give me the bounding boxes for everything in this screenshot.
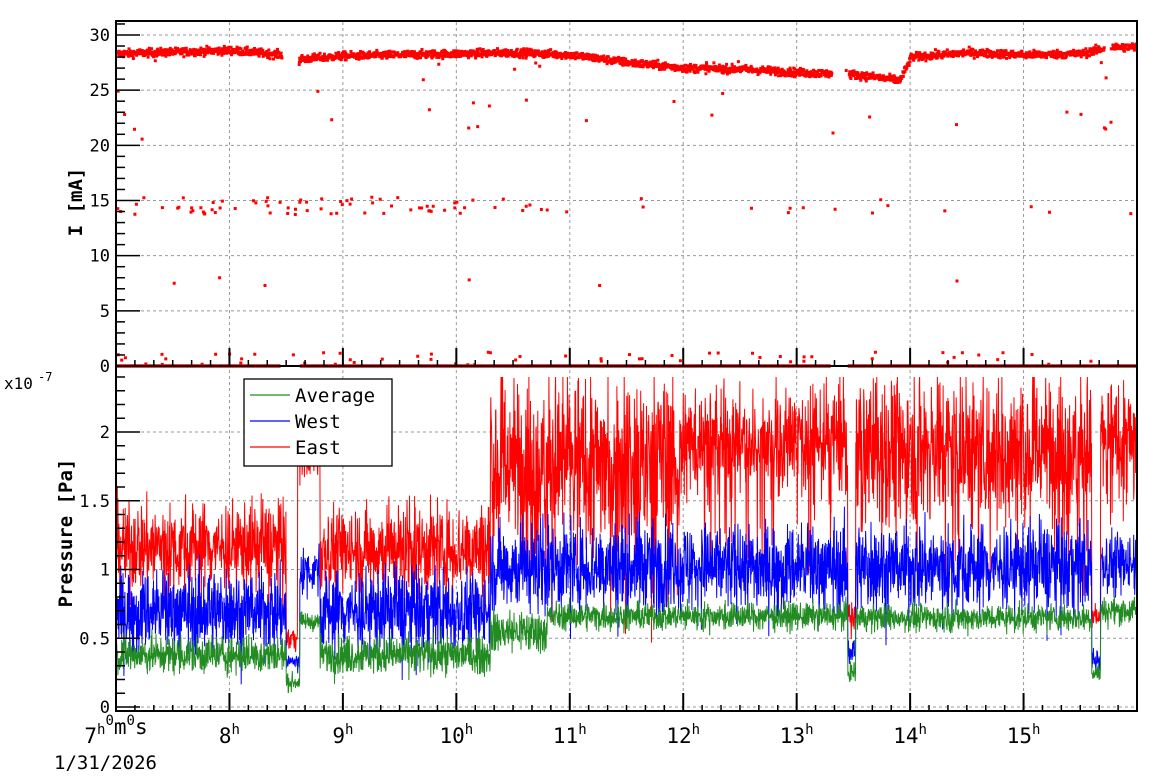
legend-entry-average: Average — [250, 385, 375, 407]
axis-ticks — [115, 23, 1138, 711]
x-tick-label: 14h — [893, 722, 927, 748]
legend-entry-west: West — [250, 411, 341, 433]
pressure-line-west — [115, 506, 1138, 685]
current-y-tick-label: 15 — [90, 192, 110, 212]
pressure-line-average — [115, 595, 1138, 694]
legend: Average West East — [243, 378, 393, 467]
exponent-power: -7 — [38, 370, 52, 384]
current-plot-frame — [115, 20, 1138, 367]
current-y-tick-label: 5 — [100, 302, 110, 322]
exponent-label: x10 -7 — [4, 370, 52, 393]
current-y-tick-label: 20 — [90, 136, 110, 156]
x-tick-label: 7h0m0s — [84, 713, 147, 748]
pressure-y-tick-label: 0.5 — [79, 629, 110, 649]
legend-entry-east: East — [250, 437, 341, 459]
pressure-y-tick-label: 2 — [100, 423, 110, 443]
x-tick-label: 13h — [780, 722, 814, 748]
current-scatter-points — [116, 42, 1140, 367]
x-tick-label: 10h — [439, 722, 473, 748]
pressure-y-tick-label: 1 — [100, 561, 110, 581]
legend-label-average: Average — [295, 385, 375, 407]
tick-labels: 0 5 10 15 20 25 30 0 0.5 1 1.5 2 7h0m0s 8h 9h 10h 11h 12h… — [79, 26, 1040, 748]
current-y-tick-label: 0 — [100, 357, 110, 377]
x-tick-label: 12h — [666, 722, 700, 748]
x-tick-label: 9h — [332, 722, 353, 748]
current-y-axis-label: I [mA] — [65, 168, 87, 237]
legend-label-east: East — [295, 437, 341, 459]
x-tick-label: 11h — [553, 722, 587, 748]
current-y-tick-label: 25 — [90, 81, 110, 101]
x-tick-label: 15h — [1007, 722, 1041, 748]
legend-box — [243, 378, 393, 467]
pressure-y-tick-label: 0 — [100, 698, 110, 718]
current-y-tick-label: 30 — [90, 26, 110, 46]
pressure-line-east — [115, 376, 1138, 653]
date-label: 1/31/2026 — [54, 752, 157, 774]
legend-label-west: West — [295, 411, 341, 433]
exponent-base: x10 — [4, 374, 33, 393]
x-tick-label: 8h — [219, 722, 240, 748]
pressure-y-tick-label: 1.5 — [79, 492, 110, 512]
pressure-y-axis-label: Pressure [Pa] — [55, 459, 77, 608]
current-y-tick-label: 10 — [90, 247, 110, 267]
